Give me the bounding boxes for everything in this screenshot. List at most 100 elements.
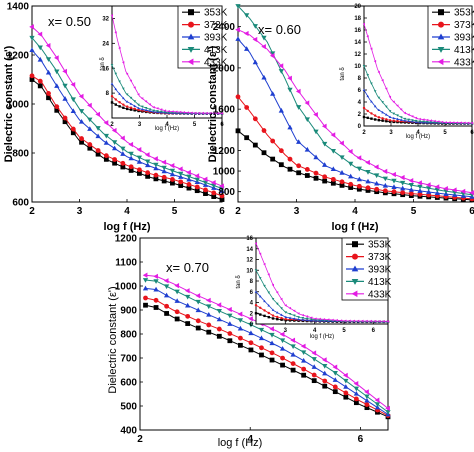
panel-a-series-373K-point: [103, 153, 109, 159]
panel-a-inset-series-413K-point: [144, 106, 148, 110]
panel-b-series-373K-point: [374, 186, 380, 192]
panel-b-inset-series-373K-point: [381, 117, 384, 120]
panel-a-inset-series-433K-point: [148, 103, 151, 106]
panel-b-inset-series-433K-point: [429, 119, 432, 122]
panel-a-inset-series-373K-point: [129, 106, 133, 109]
panel-c-series-433K-point: [216, 302, 222, 308]
panel-a-inset-xtick-label: 5: [193, 122, 197, 128]
panel-a-inset-series-433K-point: [186, 111, 189, 114]
panel-c-series-393K-point: [227, 321, 233, 326]
panel-b-series-433K-point: [382, 168, 388, 175]
panel-b-series-433K-point: [278, 63, 284, 69]
panel-b-inset-series-413K-point: [411, 119, 414, 122]
panel-c-inset-series-433K-point: [271, 283, 274, 287]
panel-a-inset-series-353K-point: [110, 101, 114, 104]
panel-c-series-433K-point: [321, 357, 327, 363]
panel-c-series-413K-point: [185, 294, 191, 300]
panel-b-series-393K-point: [330, 166, 336, 172]
panel-c-series-413K-point: [290, 344, 296, 350]
panel-a-series-353K-point: [70, 130, 76, 136]
panel-a-series-373K-point: [95, 148, 101, 153]
panel-b-inset-series-413K-point: [362, 65, 366, 68]
panel-c-series-353K-point: [164, 311, 169, 316]
panel-c-series-393K-point: [206, 311, 212, 317]
panel-c-inset-series-393K-point: [305, 318, 309, 322]
panel-b-inset-series-373K-point: [388, 119, 392, 122]
panel-b-inset-series-433K-point: [440, 120, 444, 124]
panel-b-series-433K-point: [451, 187, 457, 193]
panel-b-inset-ytick-label: 4: [358, 100, 362, 106]
panel-b-inset-series-373K-point: [366, 109, 369, 113]
panel-c-inset-series-353K-point: [267, 315, 270, 319]
panel-a-series-393K-point: [111, 145, 118, 151]
panel-b-inset-series-353K-point: [388, 120, 392, 123]
panel-a-series-373K-point: [46, 91, 51, 96]
panel-a-series-393K-point: [120, 151, 126, 156]
panel-b-series-433K-point: [252, 36, 258, 43]
panel-b-series-373K-point: [244, 105, 250, 110]
panel-a-inset-series-373K-point: [118, 101, 121, 104]
panel-a-inset-series-373K-point: [137, 108, 140, 112]
panel-a-series-373K-point: [62, 115, 68, 121]
panel-c-ytick-label: 500: [120, 402, 137, 413]
panel-b-inset-series-433K-point: [384, 87, 388, 90]
panel-b-inset-xtick-label: 2: [362, 130, 366, 136]
panel-c-series-393K-point: [163, 292, 170, 298]
panel-b-ytick-label: 2000: [213, 63, 236, 74]
panel-a-inset-series-413K-point: [141, 105, 144, 108]
panel-b-inset-ytick-label: 2: [358, 112, 362, 118]
panel-a-series-373K-point: [186, 182, 192, 187]
panel-b-inset-series-353K-point: [362, 115, 366, 119]
panel-b-inset-series-413K-point: [370, 82, 373, 85]
panel-c-inset-xtick-label: 3: [284, 328, 288, 334]
panel-c-series-413K-point: [153, 279, 159, 284]
panel-c-inset-series-433K-point: [322, 317, 326, 321]
panel-a-series-413K-point: [95, 126, 101, 131]
panel-a-inset-series-413K-point: [159, 110, 163, 114]
panel-b-series-393K-point: [304, 146, 310, 152]
panel-b-inset-ytick-label: 0: [358, 124, 362, 130]
panel-c-series-413K-point: [385, 410, 391, 415]
panel-b-series-413K-point: [382, 176, 388, 182]
panel-a-inset-series-373K-point: [133, 107, 136, 111]
panel-a-series-393K-point: [87, 126, 93, 131]
panel-a-series-373K-point: [112, 157, 118, 162]
panel-b-inset-ytick-label: 20: [354, 4, 361, 10]
panel-b-series-413K-point: [339, 155, 345, 161]
panel-b-inset-ytick-label: 10: [354, 64, 361, 70]
panel-c-inset-ytick-label: 10: [246, 268, 253, 274]
panel-c-inset-xtick-label: 5: [342, 328, 346, 334]
panel-a-series-413K-point: [78, 109, 85, 114]
panel-b-ylabel: Dielectric constant (ε'): [207, 45, 219, 162]
panel-b-inset-series-433K-point: [437, 120, 440, 123]
panel-c-inset-series-373K-point: [280, 316, 283, 320]
panel-b-inset-series-413K-point: [399, 116, 403, 119]
panel-a-inset-xtick-label: 3: [138, 122, 142, 128]
panel-b-inset-series-433K-point: [451, 121, 455, 124]
panel-b-series-373K-point: [270, 138, 276, 144]
panel-c-series-373K-point: [185, 313, 191, 319]
panel-b-series-373K-point: [252, 116, 258, 122]
panel-c-inset-series-433K-point: [318, 317, 321, 321]
panel-b-series-353K-point: [339, 182, 345, 188]
panel-c-series-353K-point: [364, 405, 370, 411]
panel-c-inset-series-393K-point: [280, 313, 283, 316]
panel-b-series-393K-point: [400, 185, 406, 191]
panel-b-inset-series-413K-point: [425, 120, 429, 124]
panel-a-series-393K-point: [54, 83, 60, 88]
panel-b-series-433K-point: [425, 182, 431, 188]
panel-c-series-373K-point: [343, 390, 349, 396]
panel-b-inset-series-413K-point: [373, 90, 377, 93]
panel-b-xtick-label: 6: [469, 206, 474, 217]
panel-a-inset-xtick-label: 6: [220, 122, 224, 128]
panel-b-series-373K-point: [365, 185, 371, 191]
panel-a-inset-series-393K-point: [122, 96, 125, 100]
panel-b-series-353K-point: [322, 178, 328, 184]
panel-a-xtick-label: 5: [172, 206, 178, 217]
panel-a-inset-series-433K-point: [190, 111, 193, 115]
panel-b-series-413K-point: [296, 105, 302, 110]
panel-a-inset-series-433K-point: [194, 111, 197, 115]
panel-a-inset-series-433K-point: [175, 110, 178, 114]
panel-b-series-373K-point: [339, 179, 345, 185]
panel-b-inset-series-433K-point: [411, 114, 414, 118]
